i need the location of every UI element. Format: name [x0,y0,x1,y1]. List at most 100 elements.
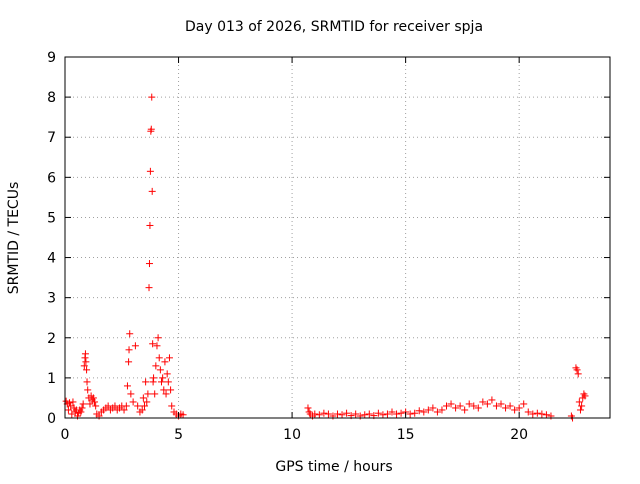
data-point [83,366,91,374]
data-point [397,409,405,417]
data-point [578,402,586,410]
data-point [150,374,158,382]
data-point [343,409,351,417]
data-point [129,398,137,406]
data-point [456,402,464,410]
data-point [125,346,133,354]
data-point [92,402,100,410]
data-point [122,402,130,410]
x-tick-label: 10 [283,427,301,443]
y-tick-label: 1 [47,371,56,387]
data-point [315,411,323,419]
data-point [164,378,172,386]
data-point [365,410,373,418]
data-point [156,366,164,374]
data-point [139,394,147,402]
data-point [145,284,153,292]
data-point [111,402,119,410]
data-point [91,398,99,406]
data-point [86,400,94,408]
data-point [148,93,156,101]
data-point [152,362,160,370]
data-point [452,404,460,412]
y-tick-label: 3 [47,291,56,307]
data-point [334,410,341,418]
axis-ticks [64,56,610,419]
data-point [146,221,154,229]
data-point [511,406,519,414]
data-point [374,409,382,417]
chart-title: Day 013 of 2026, SRMTID for receiver spj… [185,19,483,35]
data-point [515,404,523,412]
data-point [160,386,168,394]
data-point [80,362,88,370]
data-point [542,411,550,419]
data-point [123,382,131,390]
y-tick-label: 7 [47,130,56,146]
data-point [125,358,133,366]
data-point [483,400,491,408]
data-point [338,411,346,419]
data-point [78,404,86,412]
data-point [411,409,419,417]
data-point [84,386,92,394]
data-point [424,406,432,414]
data-point [66,399,74,407]
data-point [138,406,146,414]
data-point [320,409,328,417]
data-point [388,408,396,416]
data-point [163,370,171,378]
x-tick-label: 5 [174,427,183,443]
data-point [433,408,441,416]
data-point [438,406,446,414]
data-point [79,400,87,408]
data-point [383,410,391,418]
data-point [64,406,72,414]
data-point [144,390,152,398]
x-tick-label: 20 [510,427,528,443]
data-point [581,392,589,400]
data-point [104,402,112,410]
data-point [420,408,428,416]
data-point [538,410,546,418]
y-tick-label: 0 [47,411,56,427]
data-point [179,411,187,419]
data-point [167,386,175,394]
data-point [126,330,134,338]
data-point [148,187,156,195]
data-point [497,400,505,408]
data-point [465,400,473,408]
data-point [406,410,414,418]
grid-lines [65,57,610,418]
y-tick-label: 2 [47,331,56,347]
data-point [81,350,89,358]
data-point [120,406,128,414]
data-point [165,354,173,362]
data-point [149,340,157,348]
data-point [82,358,90,366]
data-point [429,404,437,412]
data-point [145,260,153,268]
y-tick-label: 6 [47,170,56,186]
data-point [461,406,469,414]
y-tick-label: 4 [47,251,56,267]
data-point [83,378,91,386]
data-point [574,370,582,378]
data-point [127,390,135,398]
y-tick-label: 5 [47,210,56,226]
plot-frame [64,56,611,419]
data-point [506,402,514,410]
data-point [134,402,142,410]
data-point [311,410,319,418]
data-point [492,402,500,410]
data-point [69,398,77,406]
data-point [142,378,150,386]
data-points [62,93,589,422]
data-point [304,404,312,412]
data-point [470,402,478,410]
data-point [488,396,496,404]
data-point [168,402,176,410]
axis-tick-labels: 0 5 10 15 20 0 1 2 3 4 5 6 7 8 9 [47,50,528,443]
